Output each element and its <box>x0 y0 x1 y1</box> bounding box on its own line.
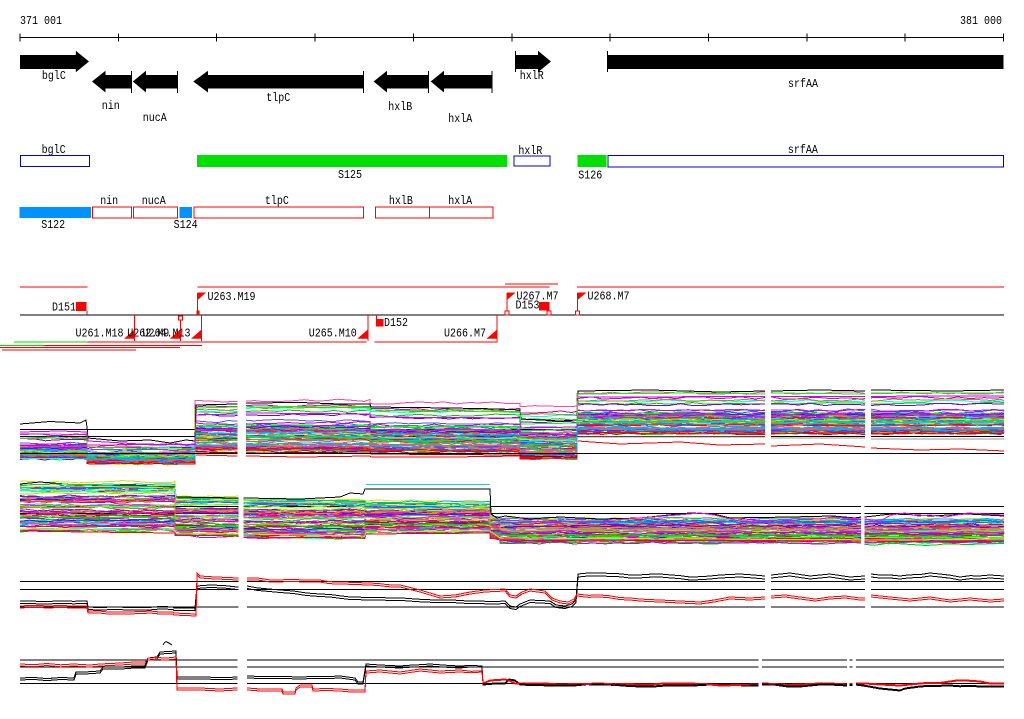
svg-text:hxlB: hxlB <box>389 195 413 208</box>
svg-text:hxlR: hxlR <box>518 145 542 158</box>
svg-text:S126: S126 <box>578 170 602 183</box>
svg-text:tlpC: tlpC <box>266 92 290 105</box>
svg-text:U265.M10: U265.M10 <box>309 328 357 341</box>
svg-text:S122: S122 <box>41 219 65 232</box>
svg-text:hxlA: hxlA <box>448 113 472 126</box>
svg-text:srfAA: srfAA <box>788 144 818 157</box>
svg-text:U264.M13: U264.M13 <box>143 328 191 341</box>
svg-text:U263.M19: U263.M19 <box>208 291 256 304</box>
svg-text:D152: D152 <box>384 317 408 330</box>
svg-text:S124: S124 <box>174 219 198 232</box>
svg-text:nin: nin <box>102 100 120 113</box>
svg-text:U262.M9: U262.M9 <box>127 328 169 341</box>
svg-text:371 001: 371 001 <box>20 15 62 28</box>
svg-text:hxlB: hxlB <box>388 101 412 114</box>
svg-text:U268.M7: U268.M7 <box>588 291 630 304</box>
svg-text:U261.M18: U261.M18 <box>76 328 124 341</box>
svg-text:hxlA: hxlA <box>448 195 472 208</box>
svg-text:bglC: bglC <box>42 144 66 157</box>
svg-text:D151: D151 <box>52 302 76 315</box>
svg-text:hxlR: hxlR <box>520 70 544 83</box>
svg-text:D153: D153 <box>516 300 540 313</box>
svg-text:381 000: 381 000 <box>960 15 1002 28</box>
svg-text:U266.M7: U266.M7 <box>444 328 486 341</box>
svg-text:nucA: nucA <box>142 195 166 208</box>
svg-text:S125: S125 <box>338 169 362 182</box>
svg-text:bglC: bglC <box>42 70 66 83</box>
svg-text:nin: nin <box>100 195 118 208</box>
svg-text:srfAA: srfAA <box>788 78 818 91</box>
svg-text:nucA: nucA <box>143 112 167 125</box>
svg-text:tlpC: tlpC <box>265 195 289 208</box>
svg-text:U267.M7: U267.M7 <box>517 291 559 304</box>
